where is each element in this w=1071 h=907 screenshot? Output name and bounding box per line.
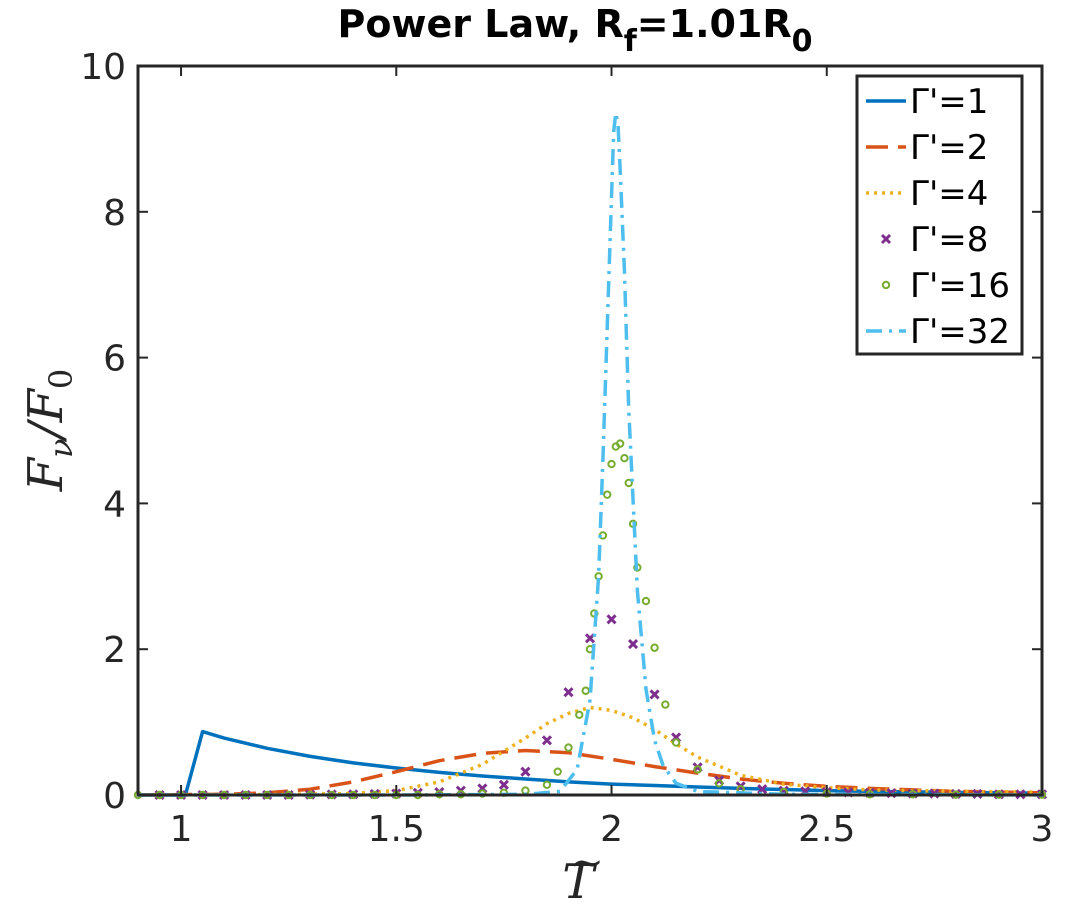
y-tick-label: 10 [80,47,126,88]
legend-entry: Γ'=2 [866,128,988,168]
legend-label: Γ'=8 [910,220,988,260]
series-0 [138,729,1043,797]
x-tick-label: 2.5 [798,809,855,850]
legend-label: Γ'=4 [910,174,988,214]
series-1 [137,748,1043,797]
series-line [138,729,1043,797]
legend-entry: Γ'=16 [881,266,1010,306]
y-tick-label: 2 [103,630,126,671]
x-axis-label: T~ [562,840,604,907]
series-4 [133,439,1047,800]
data-point [542,780,552,789]
y-axis-label: Fν/F0 [18,369,80,493]
data-point [498,779,509,790]
series-2 [137,705,1043,797]
data-point [627,639,639,650]
y-tick-label: 8 [103,193,126,234]
series-5 [138,110,1043,797]
data-point [661,700,670,709]
x-tick-label: 1 [170,809,193,850]
title-sub1: f [624,24,638,59]
data-point [581,686,590,695]
series-line [137,748,1043,797]
legend-swatch [880,233,892,245]
data-point [563,687,574,698]
data-point [641,596,651,606]
data-point [624,478,633,488]
title-main: Power Law, R [337,2,623,46]
plot-area: 1 1.5 2 2.5 3 0 2 4 6 8 10 [80,47,1053,850]
data-point [615,439,625,448]
data-point [575,710,584,720]
legend-entry: Γ'=8 [880,220,988,260]
data-point [607,459,616,469]
data-point [606,614,617,625]
y-tick-label: 0 [103,776,126,817]
legend-box [855,74,1024,356]
data-point [714,779,724,788]
tick-layer: 1 1.5 2 2.5 3 0 2 4 6 8 10 [80,47,1053,850]
legend-entry: Γ'=1 [866,82,988,122]
series-3 [154,614,1048,801]
y-tick-label: 6 [103,339,126,380]
data-point [650,643,659,652]
data-point [553,767,562,776]
legend-label: Γ'=16 [910,266,1010,306]
data-point [693,765,702,774]
x-tick-label: 2 [600,809,623,850]
axes-box [136,64,1044,797]
title-sub2: 0 [792,24,813,59]
data-point [564,743,573,752]
series-line [138,110,1043,797]
legend-swatch [881,280,891,290]
x-tick-label: 3 [1031,809,1054,850]
data-point [620,454,629,463]
legend-label: Γ'=2 [910,128,988,168]
data-point [603,490,612,499]
chart-title: Power Law, Rf=1.01R0 [337,2,812,59]
title-mid: =1.01R [637,2,792,46]
series-line [137,705,1043,797]
legend-entry: Γ'=4 [866,174,988,214]
legend-entry: Γ'=32 [866,312,1010,352]
data-point [649,689,660,700]
y-tick-label: 4 [103,484,126,525]
legend: Γ'=1 Γ'=2 Γ'=4 Γ'=8 Γ'=16 Γ'=32 [855,74,1024,356]
legend-label: Γ'=1 [910,82,988,122]
data-point [520,766,531,777]
data-point [584,633,596,644]
data-point [541,735,553,746]
x-tick-label: 1.5 [368,809,425,850]
legend-label: Γ'=32 [910,312,1010,352]
data-point [671,738,681,747]
